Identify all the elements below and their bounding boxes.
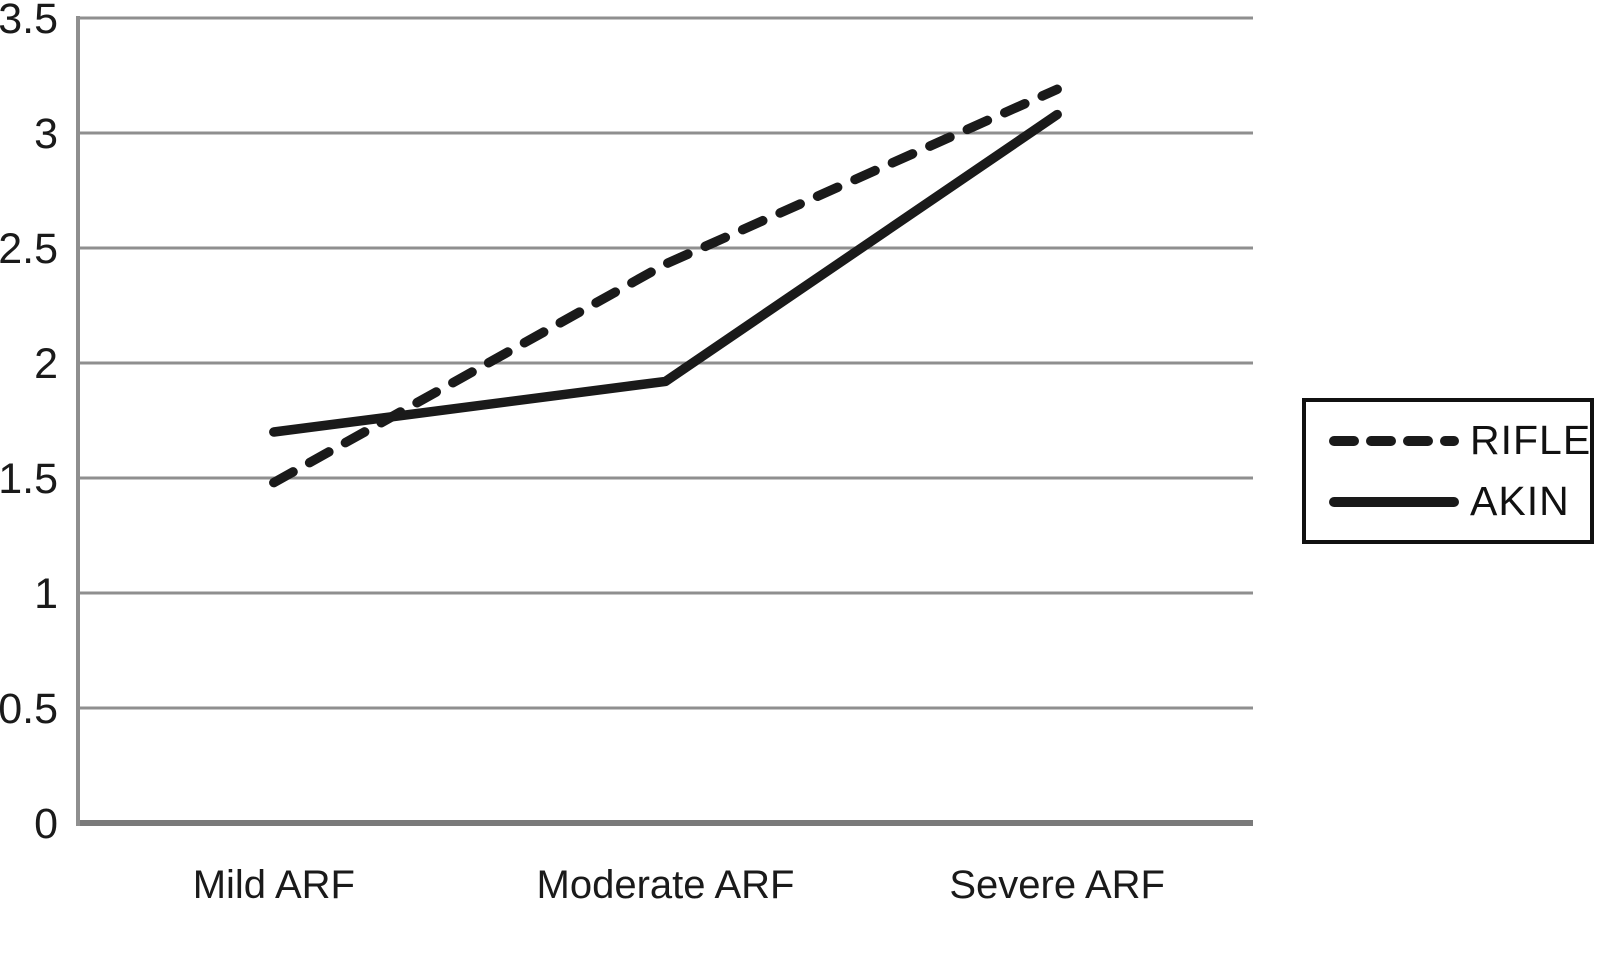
rifle-series-line [269, 84, 1062, 488]
solid-line-icon [1329, 496, 1459, 507]
y-tick-label: 2 [34, 340, 58, 388]
x-category-label: Severe ARF [949, 863, 1165, 907]
legend-item-akin: AKIN [1326, 478, 1590, 525]
y-tick-label: 3.5 [0, 0, 58, 43]
legend-label-rifle: RIFLE [1470, 417, 1592, 463]
y-tick-label: 1 [34, 570, 58, 618]
chart-legend: RIFLE AKIN [1302, 398, 1594, 544]
legend-label-akin: AKIN [1470, 478, 1570, 524]
x-category-label: Moderate ARF [537, 863, 795, 907]
legend-item-rifle: RIFLE [1326, 417, 1590, 464]
x-category-label: Mild ARF [193, 863, 355, 907]
y-tick-label: 0 [34, 800, 58, 848]
akin-series-line [269, 109, 1062, 437]
y-tick-label: 3 [34, 110, 58, 158]
dashed-line-icon [1329, 435, 1459, 446]
y-tick-label: 2.5 [0, 225, 58, 273]
y-tick-label: 1.5 [0, 455, 58, 503]
y-tick-label: 0.5 [0, 685, 58, 733]
